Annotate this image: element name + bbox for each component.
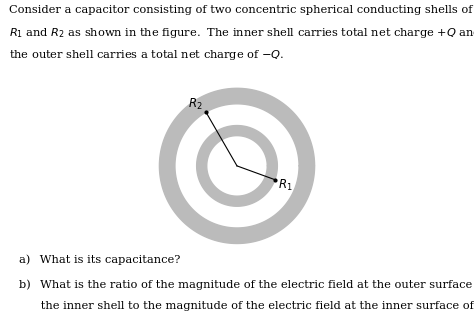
Text: the inner shell to the magnitude of the electric field at the inner surface of t: the inner shell to the magnitude of the … — [19, 301, 474, 311]
Text: $R_2$: $R_2$ — [188, 97, 203, 112]
Text: a)  What is its capacitance?: a) What is its capacitance? — [19, 254, 180, 265]
Text: the outer shell carries a total net charge of $-Q$.: the outer shell carries a total net char… — [9, 48, 285, 62]
Text: $R_1$ and $R_2$ as shown in the figure.  The inner shell carries total net charg: $R_1$ and $R_2$ as shown in the figure. … — [9, 26, 474, 40]
Polygon shape — [159, 88, 315, 244]
Text: b)  What is the ratio of the magnitude of the electric field at the outer surfac: b) What is the ratio of the magnitude of… — [19, 279, 474, 290]
Polygon shape — [197, 125, 277, 206]
Text: Consider a capacitor consisting of two concentric spherical conducting shells of: Consider a capacitor consisting of two c… — [9, 5, 474, 15]
Text: $R_1$: $R_1$ — [278, 178, 292, 193]
